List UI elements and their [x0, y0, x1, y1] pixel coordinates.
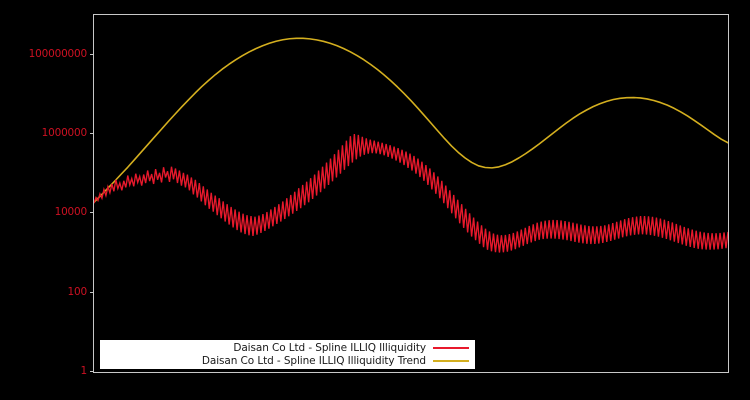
- trend-line-series: [94, 37, 728, 204]
- y-axis-tick-label: 100: [67, 285, 88, 298]
- y-axis-tick-label: 1: [80, 365, 88, 377]
- plot-area: [93, 14, 729, 373]
- chart-legend[interactable]: Daisan Co Ltd - Spline ILLIQ Illiquidity…: [99, 339, 476, 370]
- legend-swatch-illiquidity: [433, 346, 469, 349]
- legend-label-trend: Daisan Co Ltd - Spline ILLIQ Illiquidity…: [201, 355, 426, 368]
- y-axis-tick-label: 10000: [54, 206, 88, 219]
- illiquidity-line-series: [94, 133, 728, 253]
- y-axis-tick-label: 100000000: [28, 47, 88, 60]
- chart-canvas: [94, 37, 728, 253]
- legend-item-trend[interactable]: Daisan Co Ltd - Spline ILLIQ Illiquidity…: [100, 355, 469, 369]
- legend-swatch-trend: [433, 360, 469, 363]
- legend-label-illiquidity: Daisan Co Ltd - Spline ILLIQ Illiquidity: [233, 341, 426, 354]
- legend-item-illiquidity[interactable]: Daisan Co Ltd - Spline ILLIQ Illiquidity: [100, 341, 469, 355]
- y-axis-tick-label: 1000000: [41, 127, 88, 139]
